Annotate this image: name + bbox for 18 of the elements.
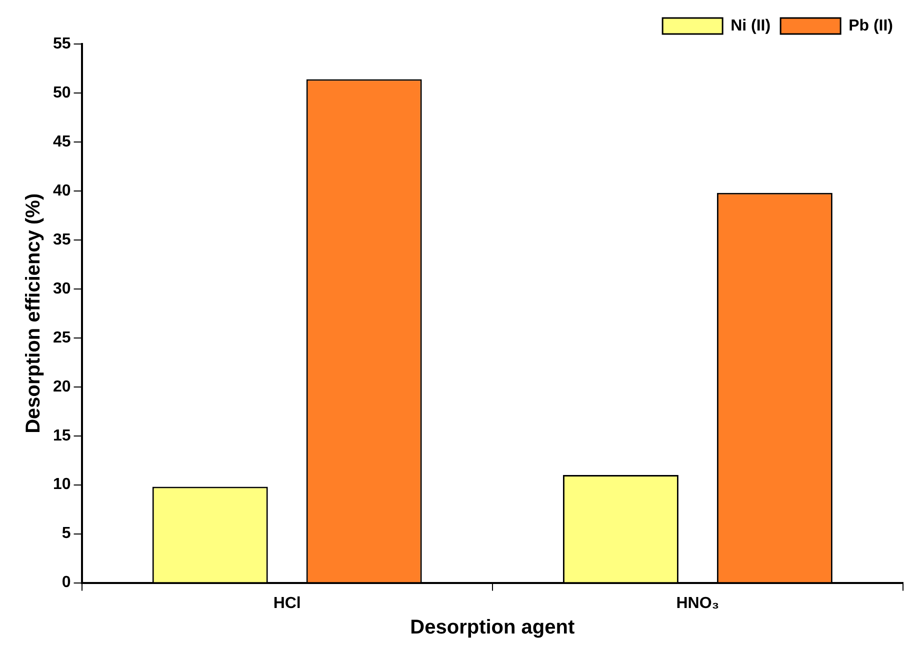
x-tick-label: HNO₃ xyxy=(676,594,720,612)
y-tick-label: 55 xyxy=(53,35,71,52)
y-tick-label: 0 xyxy=(62,574,71,592)
y-tick-label: 35 xyxy=(53,231,71,248)
y-tick-label: 5 xyxy=(62,525,71,542)
y-tick-label: 10 xyxy=(53,476,71,494)
y-tick-label: 15 xyxy=(53,427,71,444)
legend-label: Ni (II) xyxy=(730,17,771,34)
y-tick-label: 45 xyxy=(53,133,71,150)
y-tick-label: 50 xyxy=(53,84,71,102)
y-tick-label: 40 xyxy=(53,182,71,200)
y-tick-label: 20 xyxy=(53,378,71,396)
y-axis-title: Desorption efficiency (%) xyxy=(22,193,45,434)
y-tick-label: 30 xyxy=(53,280,71,298)
x-axis-title: Desorption agent xyxy=(410,616,575,639)
x-tick-label: HCl xyxy=(273,594,301,612)
legend-label: Pb (II) xyxy=(848,17,893,34)
y-tick-label: 25 xyxy=(53,329,71,346)
